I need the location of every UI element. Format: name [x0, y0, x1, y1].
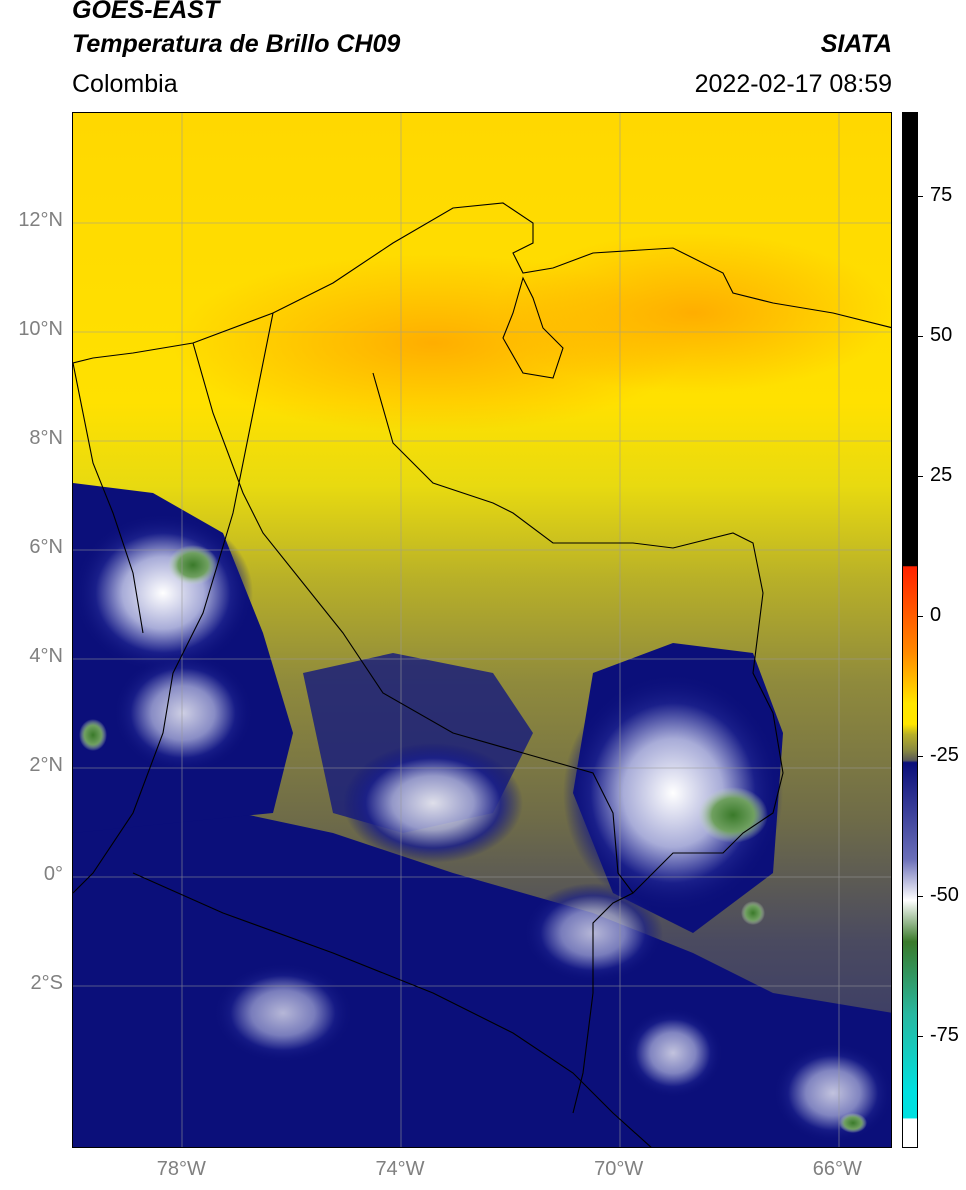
region-label: Colombia — [72, 70, 178, 98]
colorbar-tick — [918, 336, 923, 337]
brightness-temperature-field — [73, 113, 891, 1147]
longitude-label: 66°W — [812, 1158, 862, 1180]
graticule — [73, 113, 891, 1147]
source-label: SIATA — [820, 30, 892, 58]
colorbar-gradient — [903, 113, 917, 1147]
latitude-label: 10°N — [18, 318, 63, 341]
colorbar-tick — [918, 616, 923, 617]
colorbar-tick-label: -75 — [930, 1024, 959, 1046]
colorbar-tick-label: 25 — [930, 464, 953, 486]
latitude-label: 4°N — [29, 645, 63, 668]
colorbar-tick — [918, 476, 923, 477]
colorbar-tick — [918, 896, 923, 897]
colorbar-tick-label: -25 — [930, 744, 959, 766]
colorbar-tick-label: 75 — [930, 184, 953, 206]
longitude-label: 74°W — [375, 1158, 425, 1180]
latitude-label: 0° — [43, 863, 63, 886]
product-title-line2: Temperatura de Brillo CH09 — [72, 30, 401, 58]
longitude-label: 70°W — [594, 1158, 644, 1180]
timestamp-label: 2022-02-17 08:59 — [694, 70, 892, 98]
latitude-label: 2°S — [30, 972, 63, 995]
latitude-label: 8°N — [29, 427, 63, 450]
product-title-line1: GOES-EAST — [72, 0, 220, 24]
latitude-label: 12°N — [18, 209, 63, 232]
satellite-map — [72, 112, 892, 1148]
longitude-label: 78°W — [156, 1158, 206, 1180]
colorbar — [902, 112, 918, 1148]
colorbar-tick — [918, 1036, 923, 1037]
colorbar-tick-label: 0 — [930, 604, 942, 626]
colorbar-tick — [918, 756, 923, 757]
colorbar-tick-label: 50 — [930, 324, 953, 346]
colorbar-tick-label: -50 — [930, 884, 959, 906]
latitude-label: 6°N — [29, 536, 63, 559]
colorbar-tick — [918, 196, 923, 197]
latitude-label: 2°N — [29, 754, 63, 777]
country-borders — [73, 202, 891, 1147]
